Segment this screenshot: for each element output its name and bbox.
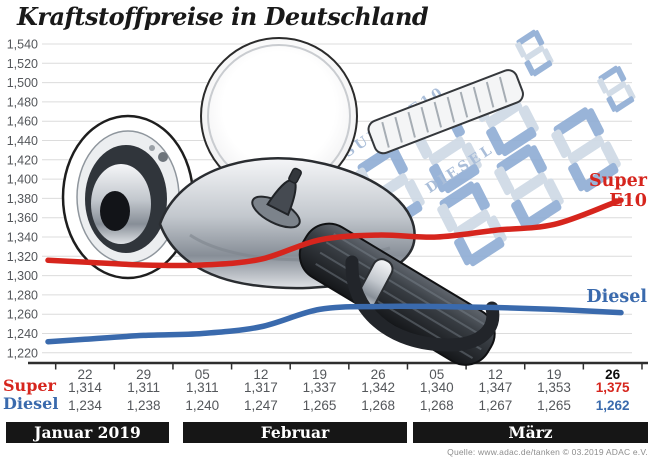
month-band-maerz: März [413, 422, 648, 443]
table-cell: 1,337 [302, 380, 337, 395]
trigger-guard [345, 255, 500, 352]
y-axis-label: 1,500 [7, 76, 38, 90]
y-axis-label: 1,420 [7, 153, 38, 167]
y-axis-label: 1,220 [7, 346, 38, 360]
diesel-line-label: Diesel [586, 287, 647, 307]
y-axis-label: 1,440 [7, 134, 38, 148]
vent-knob [251, 167, 302, 229]
table-cell: 1,234 [68, 398, 102, 413]
table-row-label-super: Super [3, 376, 56, 395]
x-axis-label: 05 [195, 367, 210, 382]
y-axis-label: 1,540 [7, 38, 38, 52]
y-axis-label: 1,380 [7, 192, 38, 206]
seven-segment-small-digit-icon [510, 27, 559, 79]
table-row-label-diesel: Diesel [3, 394, 59, 413]
table-cell: 1,268 [361, 398, 396, 413]
y-axis-label: 1,480 [7, 95, 38, 109]
diesel-label-line1: Diesel [586, 287, 647, 307]
x-axis-label: 19 [312, 367, 327, 382]
y-axis-label: 1,320 [7, 250, 38, 264]
y-axis-label: 1,360 [7, 211, 38, 225]
y-axis-label: 1,260 [7, 308, 38, 322]
x-axis-label: 26 [605, 367, 621, 382]
page-title: Kraftstoffpreise in Deutschland [17, 2, 429, 31]
table-cell: 1,342 [361, 380, 396, 395]
y-axis-label: 1,460 [7, 115, 38, 129]
table-cell: 1,375 [595, 380, 630, 395]
x-axis-label: 26 [371, 367, 386, 382]
table-cell: 1,347 [478, 380, 513, 395]
y-axis-label: 1,340 [7, 231, 38, 245]
table-cell: 1,268 [419, 398, 454, 413]
price-lines-layer [45, 197, 624, 345]
source-note: Quelle: www.adac.de/tanken © 03.2019 ADA… [447, 447, 648, 457]
seven-segment-small-digit-icon [592, 63, 641, 115]
x-axis-label: 12 [488, 367, 503, 382]
month-band-januar: Januar 2019 [6, 422, 169, 443]
table-cell: 1,353 [537, 380, 571, 395]
table-cell: 1,317 [243, 380, 278, 395]
price-line-super [45, 197, 624, 269]
y-axis-label: 1,240 [7, 327, 38, 341]
ridged-lever [367, 69, 524, 155]
super-e10-line-label: Super E10 [589, 171, 647, 211]
y-axis-label: 1,520 [7, 57, 38, 71]
table-cell: 1,238 [126, 398, 161, 413]
y-axis-label: 1,280 [7, 288, 38, 302]
table-cell: 1,262 [595, 398, 630, 413]
table-cell: 1,340 [419, 380, 454, 395]
table-cell: 1,247 [243, 398, 278, 413]
fuel-nozzle-illustration [61, 37, 524, 366]
price-disc [200, 37, 358, 195]
axis-layer: 22 29 05 12 19 26 05 12 19 26 [28, 361, 648, 382]
table-cell: 1,311 [127, 380, 161, 395]
table-cell: 1,265 [302, 398, 337, 413]
x-axis-label: 29 [136, 367, 151, 382]
y-axis-label: 1,300 [7, 269, 38, 283]
price-line-diesel [45, 303, 624, 345]
super-label-line2: E10 [609, 191, 647, 211]
table-cell: 1,314 [68, 380, 102, 395]
x-axis-label: 19 [547, 367, 562, 382]
table-cell: 1,267 [478, 398, 513, 413]
x-axis-label: 05 [429, 367, 444, 382]
tank-opening-icon [61, 114, 195, 280]
table-cell: 1,265 [537, 398, 571, 413]
x-axis-label: 22 [77, 367, 92, 382]
x-axis-label: 12 [253, 367, 268, 382]
super-label-line1: Super [589, 171, 647, 191]
y-axis-label: 1,400 [7, 173, 38, 187]
table-cell: 1,311 [185, 380, 219, 395]
table-cell: 1,240 [185, 398, 220, 413]
month-band-februar: Februar [183, 422, 407, 443]
